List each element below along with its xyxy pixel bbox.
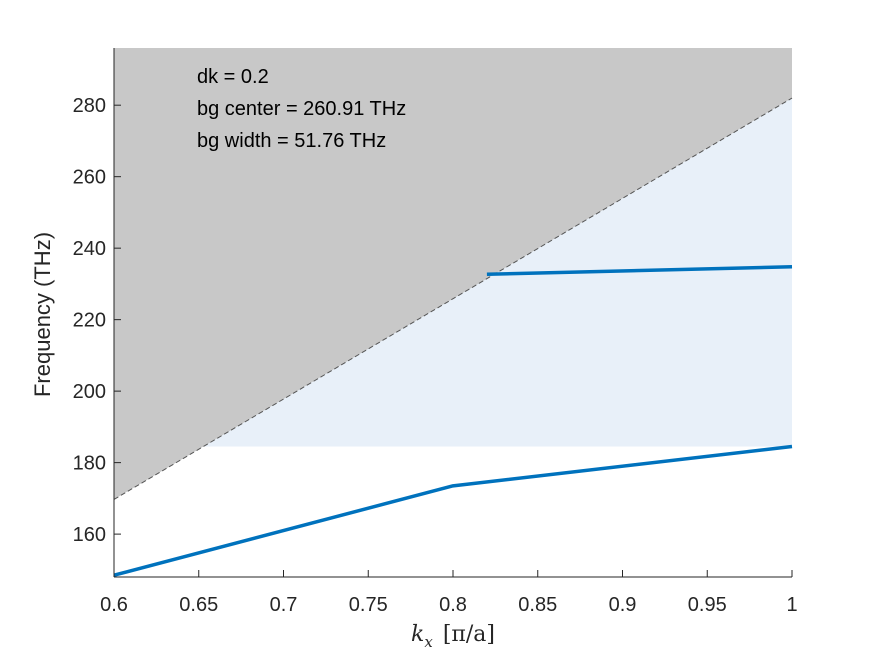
y-tick-label: 220 [73, 310, 106, 332]
x-tick-label: 0.7 [270, 594, 298, 616]
x-tick-label: 0.8 [439, 594, 467, 616]
x-axis-label-units: [π/a] [443, 622, 495, 647]
annotation-line-2: bg center = 260.91 THz [197, 98, 406, 120]
x-tick-label: 0.95 [688, 594, 727, 616]
y-tick-label: 240 [73, 238, 106, 260]
band-2-line [486, 264, 793, 277]
y-axis-label: Frequency (THz) [30, 232, 55, 397]
x-tick-label: 1 [786, 594, 797, 616]
y-tick-label: 160 [73, 524, 106, 546]
series-group [113, 264, 793, 577]
light-cone-region [114, 48, 792, 500]
light-line [113, 97, 793, 500]
x-tick-label: 0.75 [349, 594, 388, 616]
band-1-line [113, 444, 793, 577]
x-tick-label: 0.65 [179, 594, 218, 616]
x-tick-label: 0.85 [518, 594, 557, 616]
x-axis-label-subscript: x [424, 633, 433, 651]
x-tick-label: 0.6 [100, 594, 128, 616]
y-tick-label: 200 [73, 381, 106, 403]
x-axis-label: kx [π/a] [411, 622, 495, 651]
x-axis-label-k: k [411, 622, 424, 647]
y-tick-label: 180 [73, 453, 106, 475]
y-ticks: 160 180 200 220 240 260 280 [73, 95, 121, 546]
x-ticks: 0.6 0.65 0.7 0.75 0.8 0.85 0.9 0.95 1 [100, 570, 798, 616]
y-tick-label: 260 [73, 167, 106, 189]
annotation-line-3: bg width = 51.76 THz [197, 130, 386, 152]
y-tick-label: 280 [73, 95, 106, 117]
x-tick-label: 0.9 [609, 594, 637, 616]
annotations: dk = 0.2 bg center = 260.91 THz bg width =… [197, 66, 406, 152]
annotation-line-1: dk = 0.2 [197, 66, 269, 88]
